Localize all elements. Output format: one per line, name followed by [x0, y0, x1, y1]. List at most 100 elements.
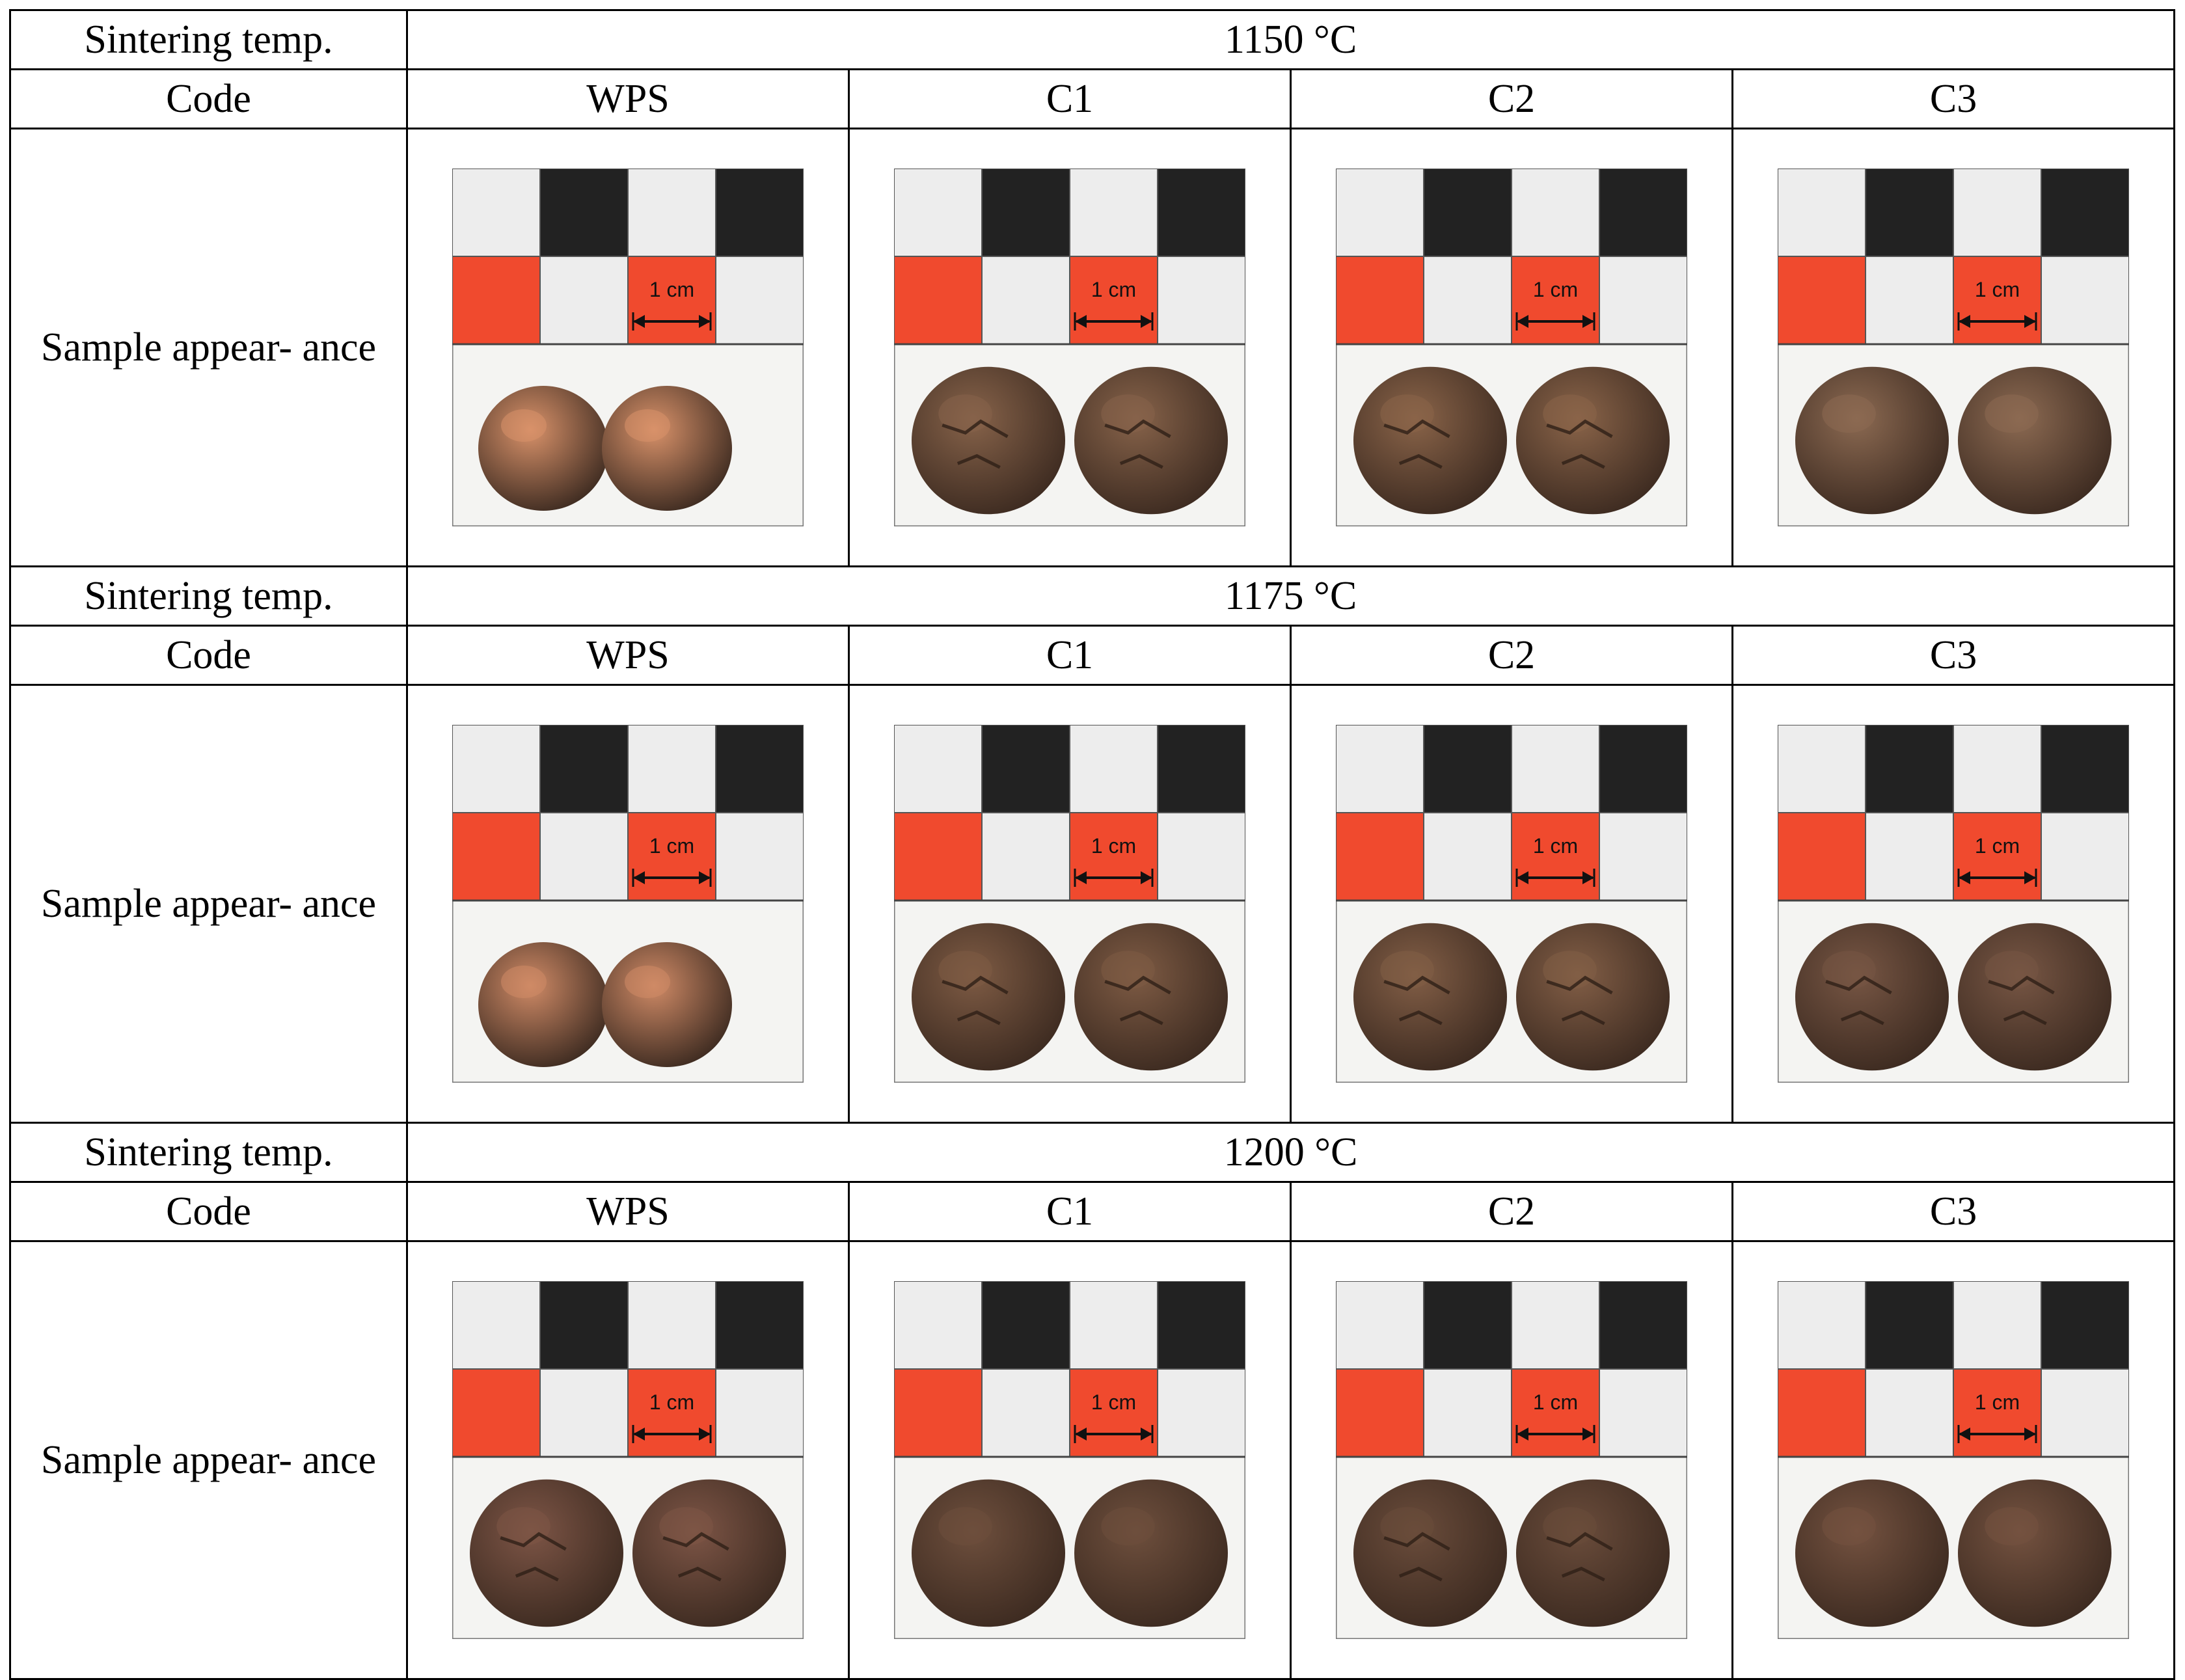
scale-square [452, 256, 541, 345]
scale-label: 1 cm [649, 278, 694, 301]
sample-sphere [602, 386, 732, 511]
sphere-highlight [938, 1507, 992, 1546]
scale-square [715, 1281, 804, 1370]
sample-photo: 1 cm [1778, 169, 2130, 526]
scale-square [1511, 169, 1600, 257]
sample-sphere [632, 1479, 786, 1627]
code-cell: C3 [1731, 625, 2176, 686]
scale-square [1599, 1368, 1687, 1457]
sample-table: Sintering temp. 1150 °C Code WPS C1 C2 C… [9, 9, 2176, 1680]
scale-square [1599, 1281, 1687, 1370]
scale-label: 1 cm [1975, 1390, 2020, 1414]
scale-square [1069, 725, 1158, 813]
sample-photo: 1 cm [1336, 169, 1687, 526]
scale-square [627, 725, 716, 813]
scale-arrowhead [2024, 871, 2037, 884]
sample-sphere [478, 942, 608, 1067]
sample-photo-cell: 1 cm [848, 684, 1292, 1124]
scale-square [894, 169, 983, 257]
scale-arrowhead [1075, 1428, 1087, 1441]
scale-arrowhead [699, 871, 711, 884]
scale-square [1778, 256, 1867, 345]
scale-square [1599, 812, 1687, 901]
sintering-temp-value: 1175 °C [405, 565, 2176, 627]
scale-square [1953, 1281, 2043, 1370]
scale-square [539, 725, 629, 813]
sample-sphere [1958, 923, 2112, 1071]
scale-square [894, 725, 983, 813]
scale-square [1865, 1368, 1955, 1457]
sintering-temp-label: Sintering temp. [9, 1122, 408, 1183]
scale-arrowhead [633, 1428, 645, 1441]
scale-square [1423, 1368, 1512, 1457]
code-row: Code WPS C1 C2 C3 [9, 625, 2176, 686]
scale-square [1953, 169, 2043, 257]
sphere-crack [1383, 419, 1450, 469]
scale-square [1778, 725, 1867, 813]
sample-sphere [1074, 1479, 1228, 1627]
scale-label: 1 cm [649, 1390, 694, 1414]
scale-square [2041, 256, 2130, 345]
sphere-crack [942, 419, 1009, 469]
sample-photo: 1 cm [1336, 725, 1687, 1083]
sample-sphere [1795, 366, 1949, 515]
scale-square [2041, 1281, 2130, 1370]
scale-square [1336, 725, 1424, 813]
scale-square [452, 812, 541, 901]
scale-square [627, 1281, 716, 1370]
scale-label: 1 cm [1533, 834, 1578, 858]
scale-square [627, 169, 716, 257]
sample-appearance-row: Sample appear- ance 1 cm 1 cm 1 cm 1 cm [9, 1240, 2176, 1680]
scale-arrowhead [2024, 315, 2037, 328]
scale-arrowhead [699, 1428, 711, 1441]
sample-appearance-label: Sample appear- ance [9, 128, 408, 567]
sample-sphere [602, 942, 732, 1067]
scale-square [1336, 1281, 1424, 1370]
scale-arrowhead [1959, 1428, 1971, 1441]
sintering-temp-value: 1200 °C [405, 1122, 2176, 1183]
scale-square [981, 1281, 1070, 1370]
code-cell: WPS [406, 625, 850, 686]
sample-sphere [1353, 366, 1507, 515]
scale-label: 1 cm [1091, 278, 1136, 301]
code-cell: WPS [406, 1181, 850, 1242]
sample-sphere [1516, 1479, 1670, 1627]
scale-square [981, 256, 1070, 345]
sample-photo-cell: 1 cm [406, 684, 850, 1124]
scale-square [1423, 256, 1512, 345]
sample-sphere [1795, 1479, 1949, 1627]
sample-sphere [912, 923, 1065, 1071]
code-cell: C1 [848, 68, 1292, 129]
scale-square [981, 169, 1070, 257]
sphere-highlight [1985, 1507, 2039, 1546]
code-cell: WPS [406, 68, 850, 129]
scale-square [1778, 169, 1867, 257]
code-label: Code [9, 68, 408, 129]
scale-square [981, 1368, 1070, 1457]
scale-arrowhead [633, 315, 645, 328]
scale-arrowhead [1517, 315, 1528, 328]
code-row: Code WPS C1 C2 C3 [9, 68, 2176, 129]
scale-square [452, 725, 541, 813]
scale-arrowhead [699, 315, 711, 328]
sample-sphere [912, 1479, 1065, 1627]
code-label: Code [9, 1181, 408, 1242]
sample-photo-cell: 1 cm [1731, 1240, 2176, 1680]
scale-square [1599, 256, 1687, 345]
scale-square [1069, 169, 1158, 257]
scale-square [894, 256, 983, 345]
sphere-highlight [501, 409, 547, 442]
sample-sphere [478, 386, 608, 511]
scale-arrowhead [1075, 315, 1087, 328]
scale-square [1511, 725, 1600, 813]
sample-photo: 1 cm [894, 169, 1245, 526]
sample-appearance-row: Sample appear- ance 1 cm 1 cm 1 cm 1 cm [9, 684, 2176, 1124]
scale-square [1423, 169, 1512, 257]
sample-sphere [1516, 923, 1670, 1071]
sphere-highlight [1822, 1507, 1876, 1546]
sintering-temp-label: Sintering temp. [9, 9, 408, 70]
scale-square [1157, 1368, 1245, 1457]
scale-square [1423, 1281, 1512, 1370]
sample-photo-cell: 1 cm [406, 1240, 850, 1680]
sphere-highlight [625, 966, 670, 998]
